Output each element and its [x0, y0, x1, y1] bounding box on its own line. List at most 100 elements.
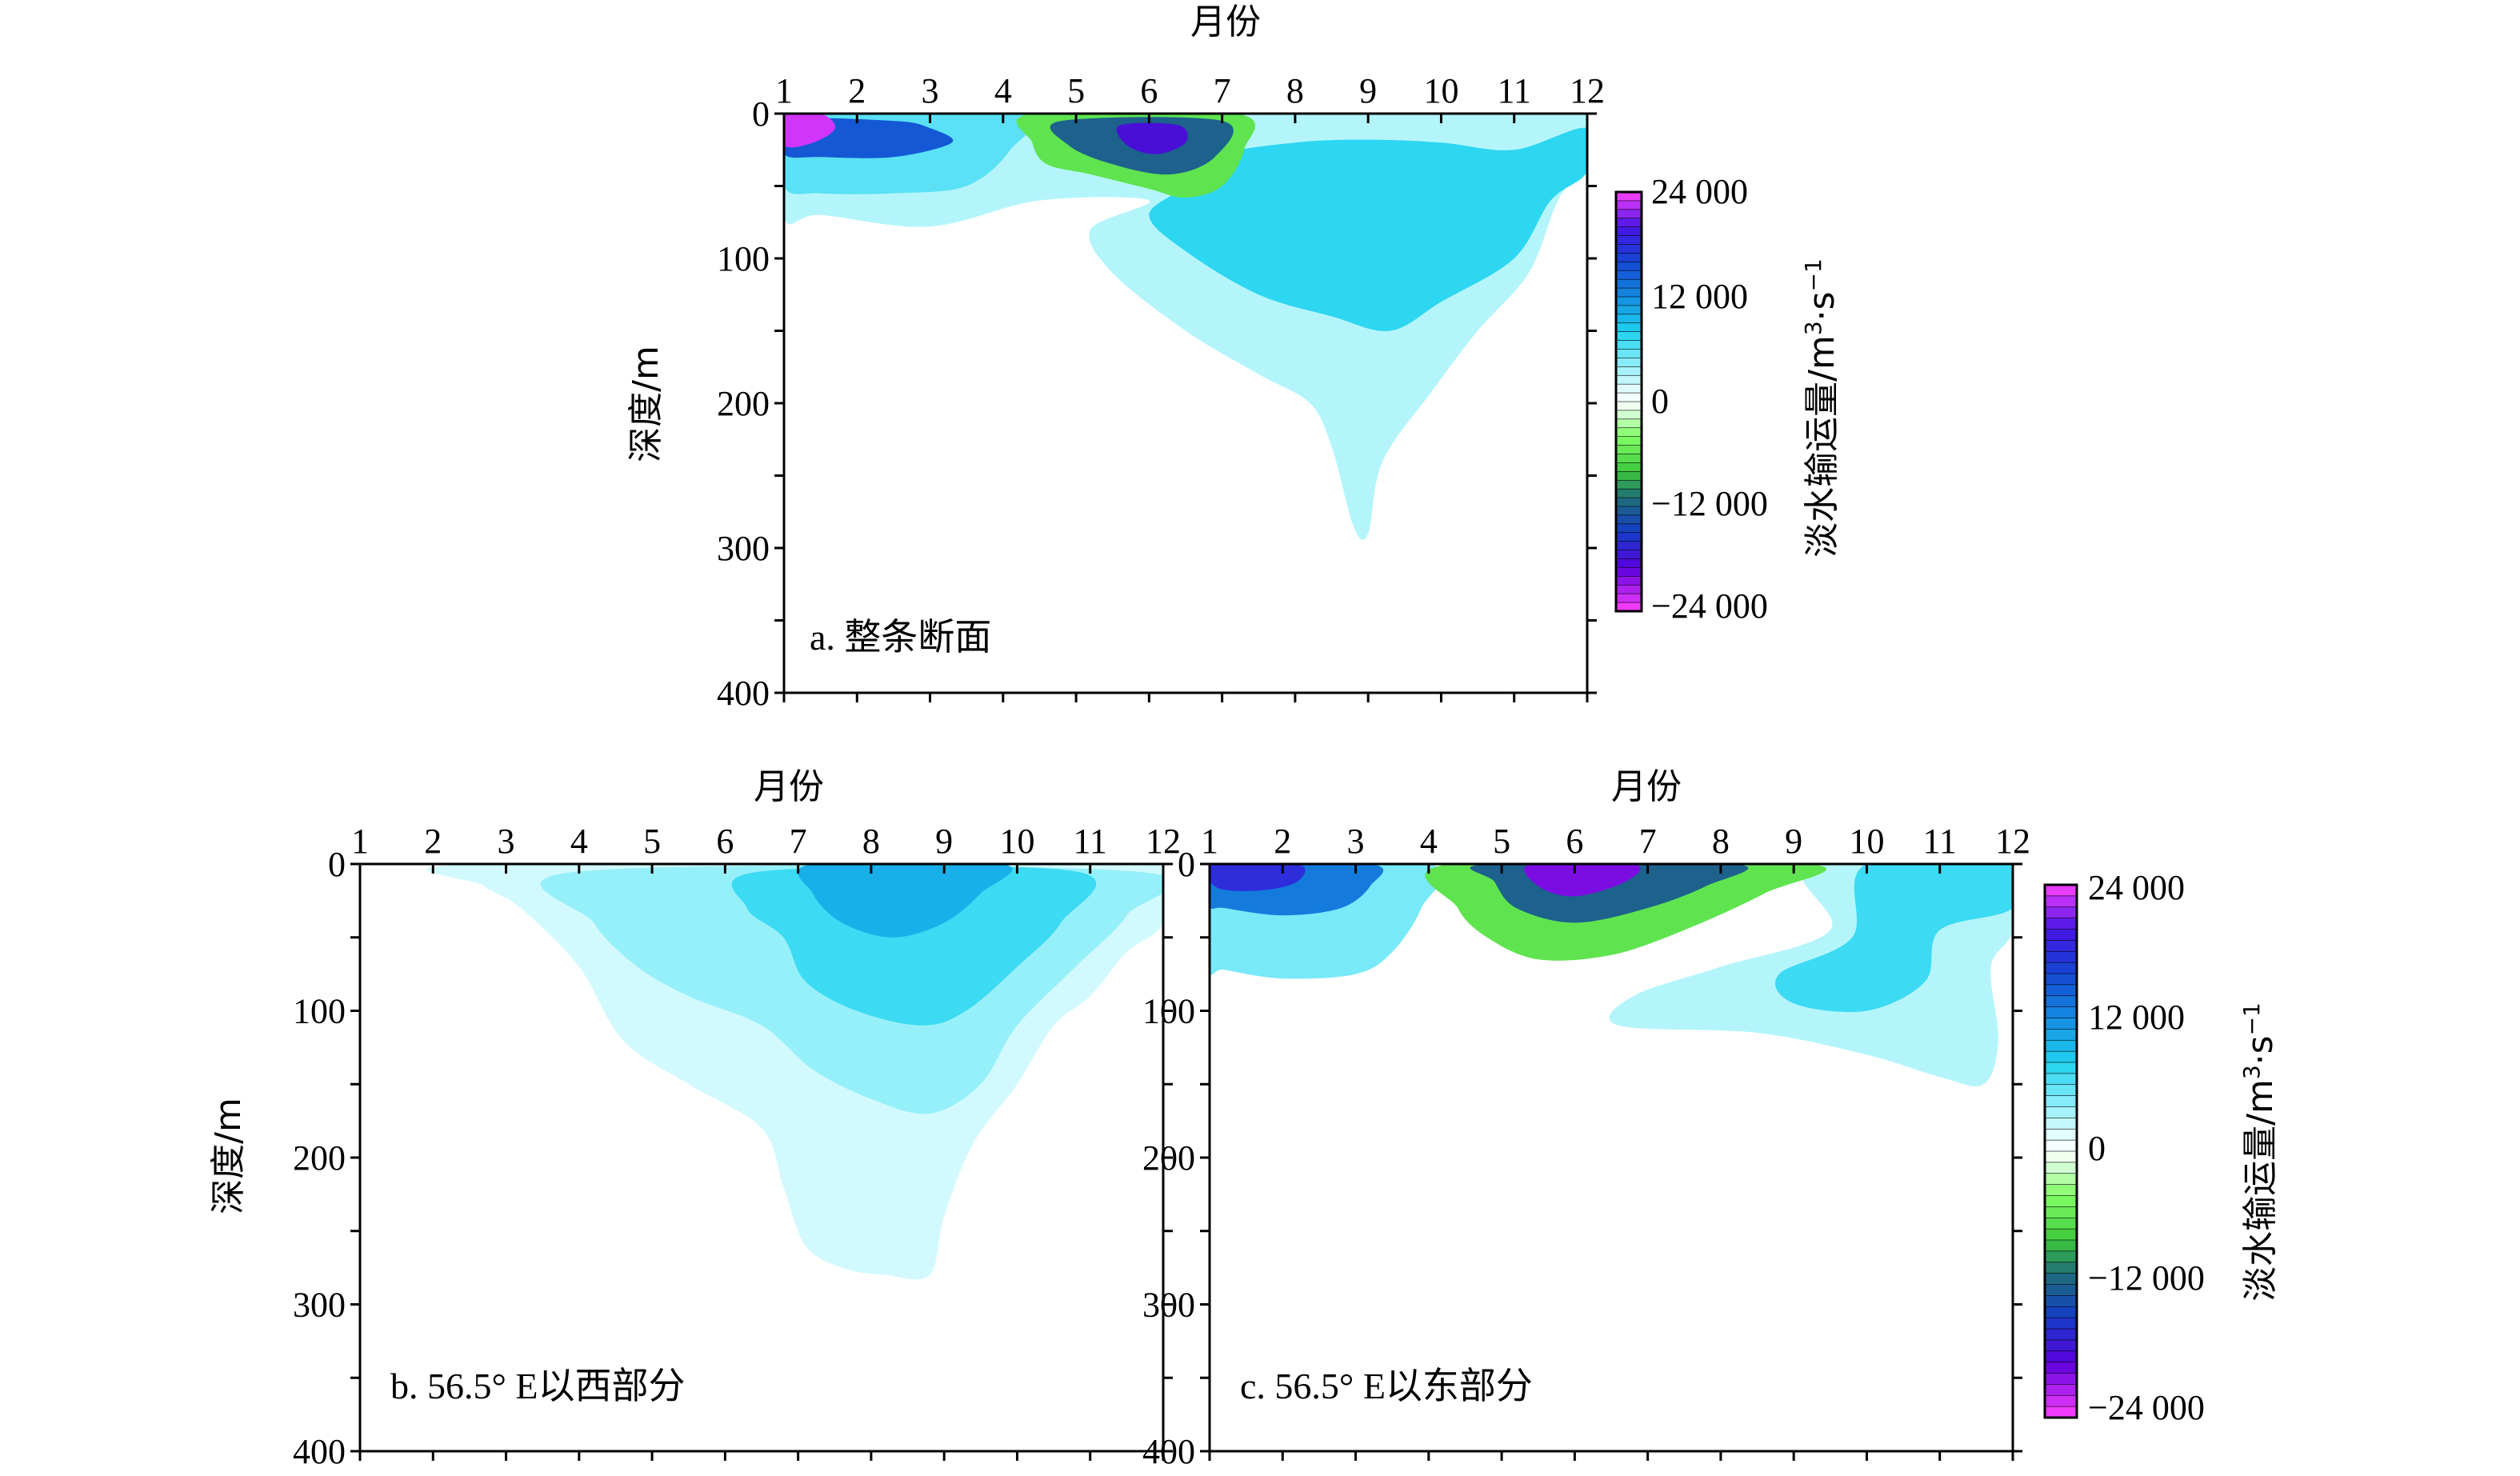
colorbar-cell	[1615, 226, 1642, 237]
colorbar-cell	[1615, 244, 1642, 254]
colorbar-cell	[2044, 1095, 2078, 1108]
colorbar-cell	[2044, 918, 2078, 930]
colorbar-cell	[2044, 1394, 2078, 1408]
contour-cyan-core	[1149, 127, 1587, 331]
colorbar-b-tick-3: 0	[2088, 1129, 2106, 1168]
panel-c-label: c. 56.5° E以东部分	[1240, 1366, 1533, 1406]
x-tick-label: 9	[1359, 71, 1377, 110]
colorbar-b: 24 000 12 000 0 −12 000 −24 000 淡水输运量/m3…	[2043, 868, 2281, 1427]
x-tick-label: 1	[351, 822, 369, 861]
colorbar-cell	[2044, 1018, 2078, 1030]
x-tick-label: 2	[424, 822, 442, 861]
colorbar-cell	[1615, 471, 1642, 482]
x-tick-label: 6	[1140, 71, 1158, 110]
colorbar-cell	[2044, 1184, 2078, 1197]
colorbar-cell	[1615, 253, 1642, 263]
colorbar-b-tick-2: 12 000	[2088, 998, 2185, 1037]
colorbar-cell	[1615, 506, 1642, 516]
colorbar-cell	[2044, 895, 2078, 908]
colorbar-cell	[1615, 593, 1642, 603]
x-tick-label: 12	[1995, 822, 2030, 861]
y-tick-label: 0	[752, 94, 770, 134]
panel-b-contours	[426, 864, 1163, 1280]
x-tick-label: 3	[1347, 822, 1365, 861]
contour-blue-dark-west	[1210, 864, 1306, 891]
colorbar-cell	[2044, 1384, 2078, 1397]
x-tick-label: 6	[716, 822, 734, 861]
panel-b-ylabel: 深度/m	[208, 1098, 249, 1214]
panel-c-xlabel: 月份	[1611, 766, 1682, 807]
colorbar-a-label-sup1: 3	[1800, 321, 1826, 335]
panel-c-contours	[1210, 864, 2013, 1086]
panel-a-label: a. 整条断面	[810, 617, 991, 658]
colorbar-cell	[1615, 235, 1642, 246]
colorbar-cell	[1615, 479, 1642, 490]
colorbar-cell	[2044, 940, 2078, 953]
x-tick-label: 12	[1570, 71, 1605, 110]
colorbar-b-frame	[2043, 883, 2078, 1419]
colorbar-cell	[2044, 1118, 2078, 1130]
colorbar-cell	[2044, 1029, 2078, 1042]
x-tick-label: 8	[1712, 822, 1730, 861]
colorbar-cell	[2044, 950, 2078, 964]
x-tick-label: 1	[1201, 822, 1218, 861]
colorbar-cell	[2044, 1195, 2078, 1208]
colorbar-cell	[1615, 366, 1642, 377]
colorbar-cell	[2044, 1284, 2078, 1297]
y-tick-label: 200	[1142, 1138, 1195, 1178]
x-tick-label: 10	[1423, 71, 1458, 110]
y-tick-label: 300	[717, 529, 770, 568]
y-tick-label: 300	[1142, 1286, 1195, 1325]
colorbar-cell	[2044, 1228, 2078, 1241]
colorbar-cell	[1615, 418, 1642, 429]
y-tick-label: 100	[717, 239, 770, 278]
contour-cyan-east-core	[1775, 864, 2013, 1013]
y-tick-label: 400	[1142, 1432, 1195, 1471]
contour-blue-core	[1524, 864, 1641, 897]
x-tick-label: 1	[775, 71, 793, 110]
colorbar-cell	[1615, 287, 1642, 298]
panel-a-contours	[784, 114, 1587, 540]
y-tick-label: 200	[293, 1138, 346, 1178]
colorbar-cell	[2044, 1162, 2078, 1174]
colorbar-cell	[2044, 1062, 2078, 1074]
colorbar-cell	[2044, 1328, 2078, 1341]
colorbar-cell	[1615, 532, 1642, 542]
x-tick-label: 11	[1923, 822, 1957, 861]
colorbar-b-tick-4: −12 000	[2088, 1258, 2205, 1298]
y-tick-label: 400	[293, 1432, 346, 1471]
x-tick-label: 5	[1493, 822, 1510, 861]
colorbar-cell	[2044, 884, 2078, 897]
x-tick-label: 4	[570, 822, 588, 861]
x-tick-label: 7	[790, 822, 807, 861]
colorbar-cell	[1615, 523, 1642, 534]
colorbar-cell	[1615, 497, 1642, 507]
colorbar-cell	[2044, 1250, 2078, 1263]
colorbar-cell	[2044, 906, 2078, 919]
colorbar-cell	[2044, 1295, 2078, 1308]
y-tick-label: 400	[717, 674, 770, 713]
colorbar-a-label-main: 淡水输运量/m	[1802, 335, 1842, 558]
x-tick-label: 2	[1274, 822, 1291, 861]
colorbar-cell	[1615, 454, 1642, 464]
x-tick-label: 7	[1639, 822, 1657, 861]
contour-blue-east-core	[1116, 122, 1188, 154]
colorbar-cell	[1615, 209, 1642, 219]
panel-b-label: b. 56.5° E以西部分	[390, 1366, 686, 1406]
colorbar-a-cells	[1615, 191, 1642, 612]
x-tick-label: 2	[848, 71, 866, 110]
svg-text:淡水输运量/m3·s−1: 淡水输运量/m3·s−1	[1800, 258, 1842, 558]
colorbar-cell	[2044, 1339, 2078, 1352]
colorbar-cell	[1615, 383, 1642, 394]
colorbar-cell	[1615, 550, 1642, 560]
colorbar-a: 24 000 12 000 0 −12 000 −24 000 淡水输运量/m3…	[1614, 172, 1842, 626]
colorbar-cell	[1615, 576, 1642, 586]
contour-cyan-core	[798, 864, 1013, 938]
svg-text:淡水输运量/m3·s−1: 淡水输运量/m3·s−1	[2238, 1002, 2281, 1302]
colorbar-b-label-mid: ·s	[2240, 1035, 2281, 1065]
colorbar-cell	[2044, 973, 2078, 986]
panel-b-xlabel: 月份	[754, 766, 824, 807]
